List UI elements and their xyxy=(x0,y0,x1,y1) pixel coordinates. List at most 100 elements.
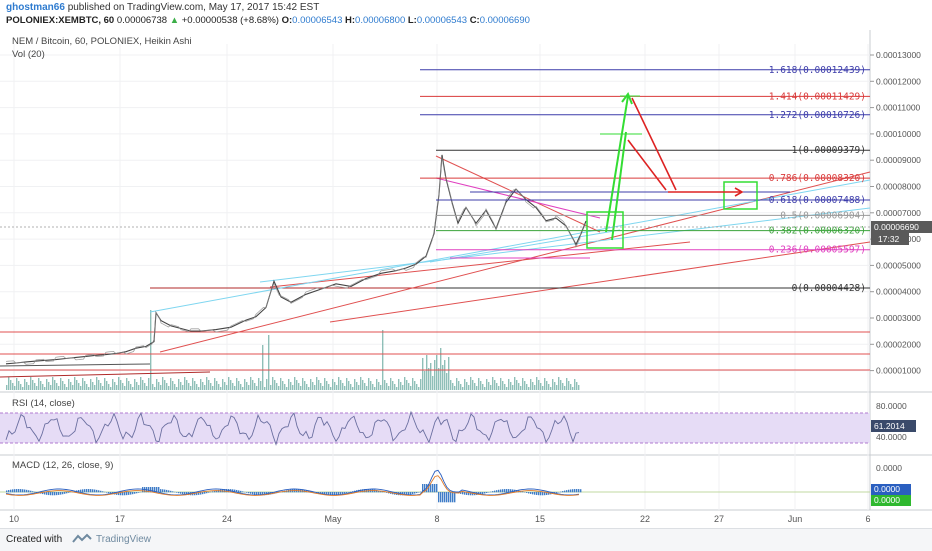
fib-level-label: 0.236(0.00005597) xyxy=(769,245,866,256)
macd-histogram-bar xyxy=(170,491,171,492)
volume-bar xyxy=(574,379,575,390)
volume-bar xyxy=(370,381,371,390)
volume-bar xyxy=(434,360,435,390)
volume-bar xyxy=(286,387,287,390)
volume-bar xyxy=(260,381,261,390)
chart-canvas[interactable]: 1.618(0.00012439)1.414(0.00011429)1.272(… xyxy=(0,30,932,528)
volume-bar xyxy=(194,381,195,390)
volume-bar xyxy=(478,378,479,390)
x-axis-label: 10 xyxy=(9,514,19,524)
volume-bar xyxy=(452,383,453,390)
macd-histogram-bar xyxy=(500,489,501,492)
volume-bar xyxy=(94,385,95,390)
macd-histogram-bar xyxy=(22,489,23,492)
volume-bar xyxy=(158,382,159,390)
macd-histogram-bar xyxy=(46,492,47,495)
macd-histogram-bar xyxy=(52,492,53,495)
volume-bar xyxy=(176,387,177,390)
fib-level-label: 0(0.00004428) xyxy=(792,283,866,294)
volume-bar xyxy=(362,380,363,390)
macd-histogram-bar xyxy=(530,492,531,494)
macd-histogram-bar xyxy=(102,491,103,492)
volume-bar xyxy=(386,383,387,390)
macd-histogram-bar xyxy=(482,492,483,494)
volume-bar xyxy=(88,387,89,390)
volume-bar xyxy=(242,387,243,390)
volume-bar xyxy=(376,379,377,390)
macd-histogram-bar xyxy=(124,492,125,495)
volume-bar xyxy=(74,377,75,390)
macd-histogram-bar xyxy=(416,492,417,493)
volume-bar xyxy=(24,379,25,390)
macd-histogram-bar xyxy=(128,492,129,495)
macd-histogram-bar xyxy=(346,492,347,493)
volume-bar xyxy=(552,379,553,390)
macd-histogram-bar xyxy=(446,492,447,502)
macd-histogram-bar xyxy=(526,492,527,493)
volume-bar xyxy=(60,378,61,390)
macd-histogram-bar xyxy=(506,489,507,492)
tradingview-brand[interactable]: TradingView xyxy=(96,534,151,545)
macd-histogram-bar xyxy=(348,492,349,493)
macd-histogram-bar xyxy=(490,492,491,493)
macd-histogram-bar xyxy=(24,490,25,493)
macd-histogram-bar xyxy=(574,489,575,492)
macd-histogram-bar xyxy=(62,492,63,494)
macd-histogram-bar xyxy=(182,492,183,494)
volume-bar xyxy=(22,387,23,390)
volume-bar xyxy=(532,382,533,390)
macd-histogram-bar xyxy=(570,489,571,492)
macd-histogram-bar xyxy=(16,489,17,492)
volume-bar xyxy=(186,380,187,390)
price-axis-label: 0.00011000 xyxy=(876,103,921,113)
tradingview-logo-icon xyxy=(72,533,92,545)
volume-bar xyxy=(80,386,81,390)
x-axis-label: 27 xyxy=(714,514,724,524)
volume-bar xyxy=(548,384,549,390)
macd-histogram-bar xyxy=(556,492,557,493)
volume-bar xyxy=(356,382,357,390)
low-value: 0.00006543 xyxy=(417,15,467,26)
x-axis-label: 15 xyxy=(535,514,545,524)
volume-bar xyxy=(502,381,503,390)
volume-bar xyxy=(238,381,239,390)
fib-level-label: 1.618(0.00012439) xyxy=(769,65,866,76)
macd-histogram-bar xyxy=(454,492,455,502)
volume-bar xyxy=(106,381,107,390)
created-with-text: Created with xyxy=(6,534,62,545)
fib-level-label: 0.618(0.00007488) xyxy=(769,195,866,206)
volume-bar xyxy=(378,382,379,390)
volume-bar xyxy=(450,380,451,390)
volume-bar xyxy=(64,384,65,390)
macd-histogram-bar xyxy=(176,492,177,493)
macd-histogram-bar xyxy=(54,492,55,495)
volume-bar xyxy=(32,380,33,390)
volume-bar xyxy=(164,380,165,390)
macd-histogram-bar xyxy=(254,492,255,495)
open-value: 0.00006543 xyxy=(292,15,342,26)
volume-bar xyxy=(462,387,463,390)
author-link[interactable]: ghostman66 xyxy=(6,2,65,13)
volume-bar xyxy=(190,386,191,390)
macd-histogram-bar xyxy=(92,489,93,492)
volume-bar xyxy=(276,383,277,390)
volume-bar xyxy=(44,387,45,390)
macd-histogram-bar xyxy=(578,489,579,492)
volume-bar xyxy=(398,379,399,390)
macd-histogram-bar xyxy=(538,492,539,495)
macd-histogram-bar xyxy=(238,490,239,492)
macd-histogram-bar xyxy=(252,492,253,494)
macd-histogram-bar xyxy=(246,492,247,493)
volume-bar xyxy=(248,385,249,390)
macd-histogram-bar xyxy=(66,492,67,493)
volume-bar xyxy=(380,385,381,390)
volume-bar xyxy=(346,378,347,390)
volume-bar xyxy=(8,377,9,390)
volume-bar xyxy=(400,382,401,390)
volume-bar xyxy=(422,358,423,390)
volume-bar xyxy=(40,381,41,390)
macd-histogram-bar xyxy=(6,490,7,492)
volume-bar xyxy=(10,380,11,390)
price-axis-label: 0.00005000 xyxy=(876,260,921,270)
volume-bar xyxy=(518,383,519,390)
